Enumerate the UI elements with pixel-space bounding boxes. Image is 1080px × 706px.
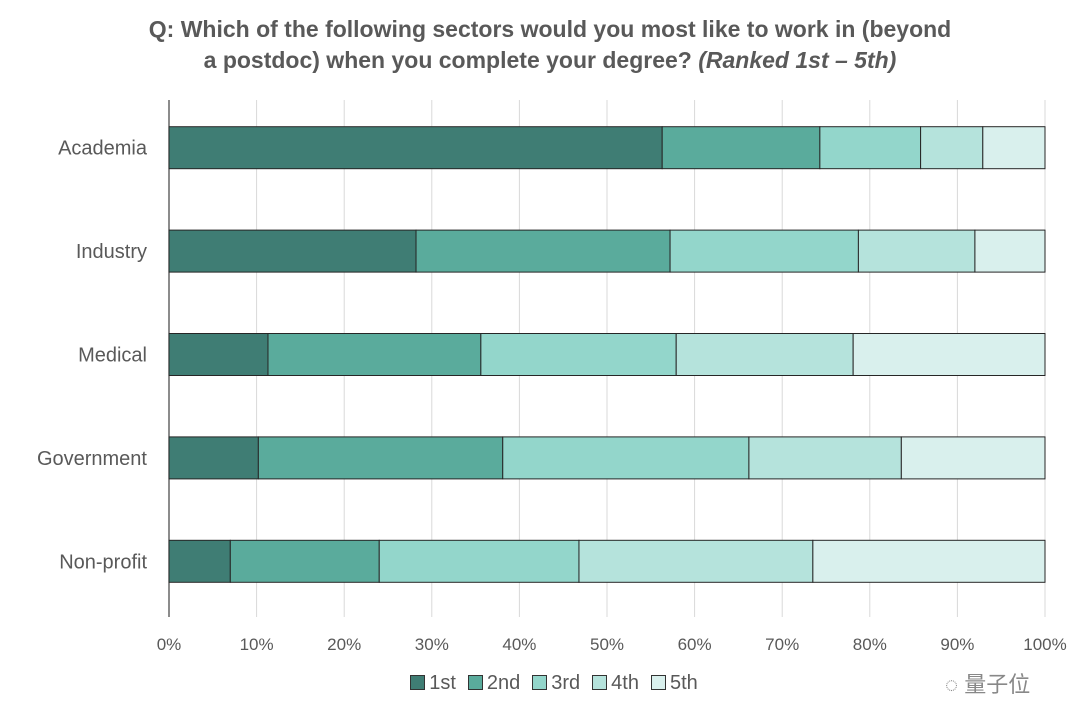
bar-segment-3rd — [819, 126, 922, 170]
bar-segment-5th — [852, 333, 1046, 376]
bar-segment-1st — [168, 436, 259, 480]
legend-swatch — [467, 675, 483, 690]
watermark-logo: ◌ 量子位 — [945, 672, 1030, 698]
bar-segment-3rd — [378, 539, 580, 583]
x-tick-label: 80% — [853, 635, 887, 654]
bar-segment-2nd — [267, 333, 482, 376]
legend-swatch — [592, 675, 608, 690]
category-label: Medical — [78, 345, 147, 367]
x-tick-label: 40% — [502, 635, 536, 654]
legend-label: 2nd — [486, 672, 521, 694]
bar-segment-2nd — [229, 539, 380, 583]
category-label: Non-profit — [59, 551, 147, 573]
legend-swatch — [650, 675, 666, 690]
bar-segment-4th — [748, 436, 902, 480]
bar-segment-5th — [974, 229, 1046, 273]
wechat-icon: ◌ — [945, 672, 959, 697]
bar-segment-2nd — [415, 229, 671, 273]
bar-segment-5th — [900, 436, 1046, 480]
bar-segment-2nd — [257, 436, 504, 480]
bar-segment-1st — [168, 539, 231, 583]
bar-segment-1st — [168, 333, 269, 376]
legend-swatch — [532, 675, 548, 690]
legend-label: 5th — [669, 672, 698, 694]
x-tick-label: 20% — [327, 635, 361, 654]
x-tick-label: 30% — [415, 635, 449, 654]
bar-segment-5th — [982, 126, 1046, 170]
bar-segment-4th — [920, 126, 984, 170]
x-tick-label: 50% — [590, 635, 624, 654]
bar-segment-4th — [578, 539, 814, 583]
legend-item: 5th — [650, 672, 698, 695]
category-label: Academia — [58, 138, 148, 160]
chart-title: Q: Which of the following sectors would … — [0, 14, 1080, 76]
bar-segment-1st — [168, 126, 663, 170]
title-line-2: a postdoc) when you complete your degree… — [203, 47, 692, 73]
category-label: Industry — [76, 241, 147, 263]
bar-segment-1st — [168, 229, 417, 273]
legend-item: 4th — [592, 672, 639, 695]
title-italic: (Ranked 1st – 5th) — [698, 47, 897, 73]
bar-segment-3rd — [480, 333, 677, 376]
x-tick-label: 70% — [765, 635, 799, 654]
title-line-1: Q: Which of the following sectors would … — [148, 16, 952, 42]
x-tick-label: 10% — [240, 635, 274, 654]
legend-item: 1st — [410, 672, 456, 695]
legend-label: 3rd — [551, 672, 581, 694]
legend-swatch — [410, 675, 426, 690]
bar-segment-4th — [675, 333, 854, 376]
x-tick-label: 100% — [1023, 635, 1066, 654]
x-tick-label: 60% — [678, 635, 712, 654]
legend: 1st 2nd 3rd 4th 5th — [0, 672, 1080, 695]
bar-segment-5th — [812, 539, 1046, 583]
legend-label: 4th — [611, 672, 639, 694]
legend-item: 3rd — [532, 672, 580, 695]
x-tick-label: 0% — [157, 635, 182, 654]
bar-segment-3rd — [669, 229, 859, 273]
watermark-text: 量子位 — [964, 672, 1031, 697]
legend-label: 1st — [429, 672, 456, 694]
x-tick-label: 90% — [940, 635, 974, 654]
legend-item: 2nd — [467, 672, 521, 695]
bar-segment-3rd — [502, 436, 750, 480]
bar-segment-2nd — [661, 126, 821, 170]
bar-segment-4th — [857, 229, 976, 273]
category-label: Government — [37, 448, 147, 470]
